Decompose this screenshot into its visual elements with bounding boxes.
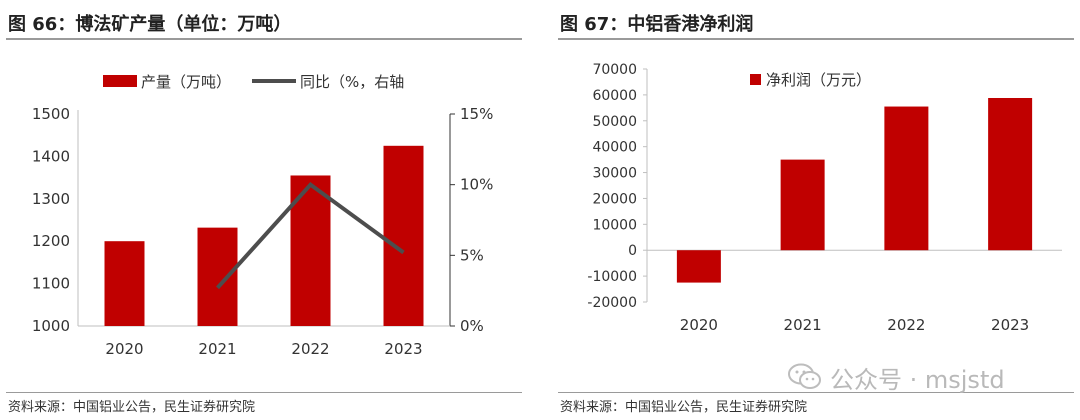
x-tick-label: 2022: [291, 340, 329, 358]
figure-66-source: 资料来源：中国铝业公告，民生证券研究院: [8, 400, 256, 415]
left-y-tick-label: 1000: [32, 317, 70, 335]
x-tick-label: 2023: [991, 316, 1029, 334]
x-tick-label: 2020: [105, 340, 143, 358]
y-tick-label: -20000: [587, 295, 637, 311]
watermark-text: 公众号 · msjstd: [830, 365, 1005, 394]
left-y-tick-label: 1200: [32, 232, 70, 250]
watermark: 公众号 · msjstd: [788, 362, 1005, 394]
x-tick-label: 2022: [887, 316, 925, 334]
figure-67-title: 图 67：中铝香港净利润: [560, 14, 754, 35]
production-bar-2021: [197, 227, 238, 326]
figure-66-panel: 图 66：博法矿产量（单位：万吨） 1000 1100 1200 1300 1400 15…: [0, 0, 528, 420]
x-tick-label: 2023: [384, 340, 422, 358]
right-y-tick-label: 0%: [460, 317, 484, 335]
production-bar-2023: [383, 145, 424, 326]
x-tick-label: 2021: [198, 340, 236, 358]
left-y-tick-label: 1400: [32, 147, 70, 165]
figure-67-top-rule: [558, 38, 1074, 40]
x-tick-label: 2021: [784, 316, 822, 334]
left-y-tick-label: 1300: [32, 190, 70, 208]
y-tick-label: 50000: [592, 114, 637, 130]
wechat-logo-icon: [788, 363, 821, 389]
y-tick-label: 30000: [592, 166, 637, 182]
net-profit-bar-2022: [884, 106, 929, 251]
y-tick-label: 40000: [592, 140, 637, 156]
legend-bar-label: 净利润（万元）: [766, 71, 871, 89]
left-y-tick-label: 1100: [32, 275, 70, 293]
legend-bar-swatch: [103, 75, 137, 87]
y-tick-label: 0: [628, 243, 637, 259]
figure-67-source: 资料来源：中国铝业公告，民生证券研究院: [560, 400, 808, 415]
y-tick-label: 60000: [592, 88, 637, 104]
x-tick-label: 2020: [680, 316, 718, 334]
production-chart: 1000 1100 1200 1300 1400 1500 0% 5% 10% 15% 2020 20…: [32, 73, 494, 358]
y-tick-label: -10000: [587, 269, 637, 285]
figure-66-bottom-rule: [6, 392, 522, 393]
net-profit-bar-2021: [780, 159, 825, 251]
y-tick-label: 70000: [592, 62, 637, 78]
right-y-tick-label: 15%: [460, 105, 493, 123]
right-y-tick-label: 10%: [460, 176, 493, 194]
left-y-tick-label: 1500: [32, 105, 70, 123]
net-profit-bar-2023: [988, 97, 1033, 251]
figure-67-bottom-rule: [558, 392, 1074, 393]
legend-line-label: 同比（%，右轴: [300, 73, 404, 91]
y-tick-label: 10000: [592, 217, 637, 233]
figure-66-top-rule: [6, 38, 522, 40]
production-bar-2020: [104, 241, 145, 326]
legend-bar-swatch: [750, 74, 761, 85]
figure-66-title: 图 66：博法矿产量（单位：万吨）: [8, 14, 292, 35]
legend-bar-label: 产量（万吨）: [141, 73, 231, 91]
y-tick-label: 20000: [592, 191, 637, 207]
right-y-tick-label: 5%: [460, 246, 484, 264]
net-profit-bar-2020: [676, 250, 721, 283]
net-profit-chart: -20000 -10000 0 10000 20000 30000 40000 50000 60…: [587, 62, 1062, 334]
figure-67-panel: 图 67：中铝香港净利润 -20000 -10000 0 10000 20000 3000…: [552, 0, 1080, 420]
